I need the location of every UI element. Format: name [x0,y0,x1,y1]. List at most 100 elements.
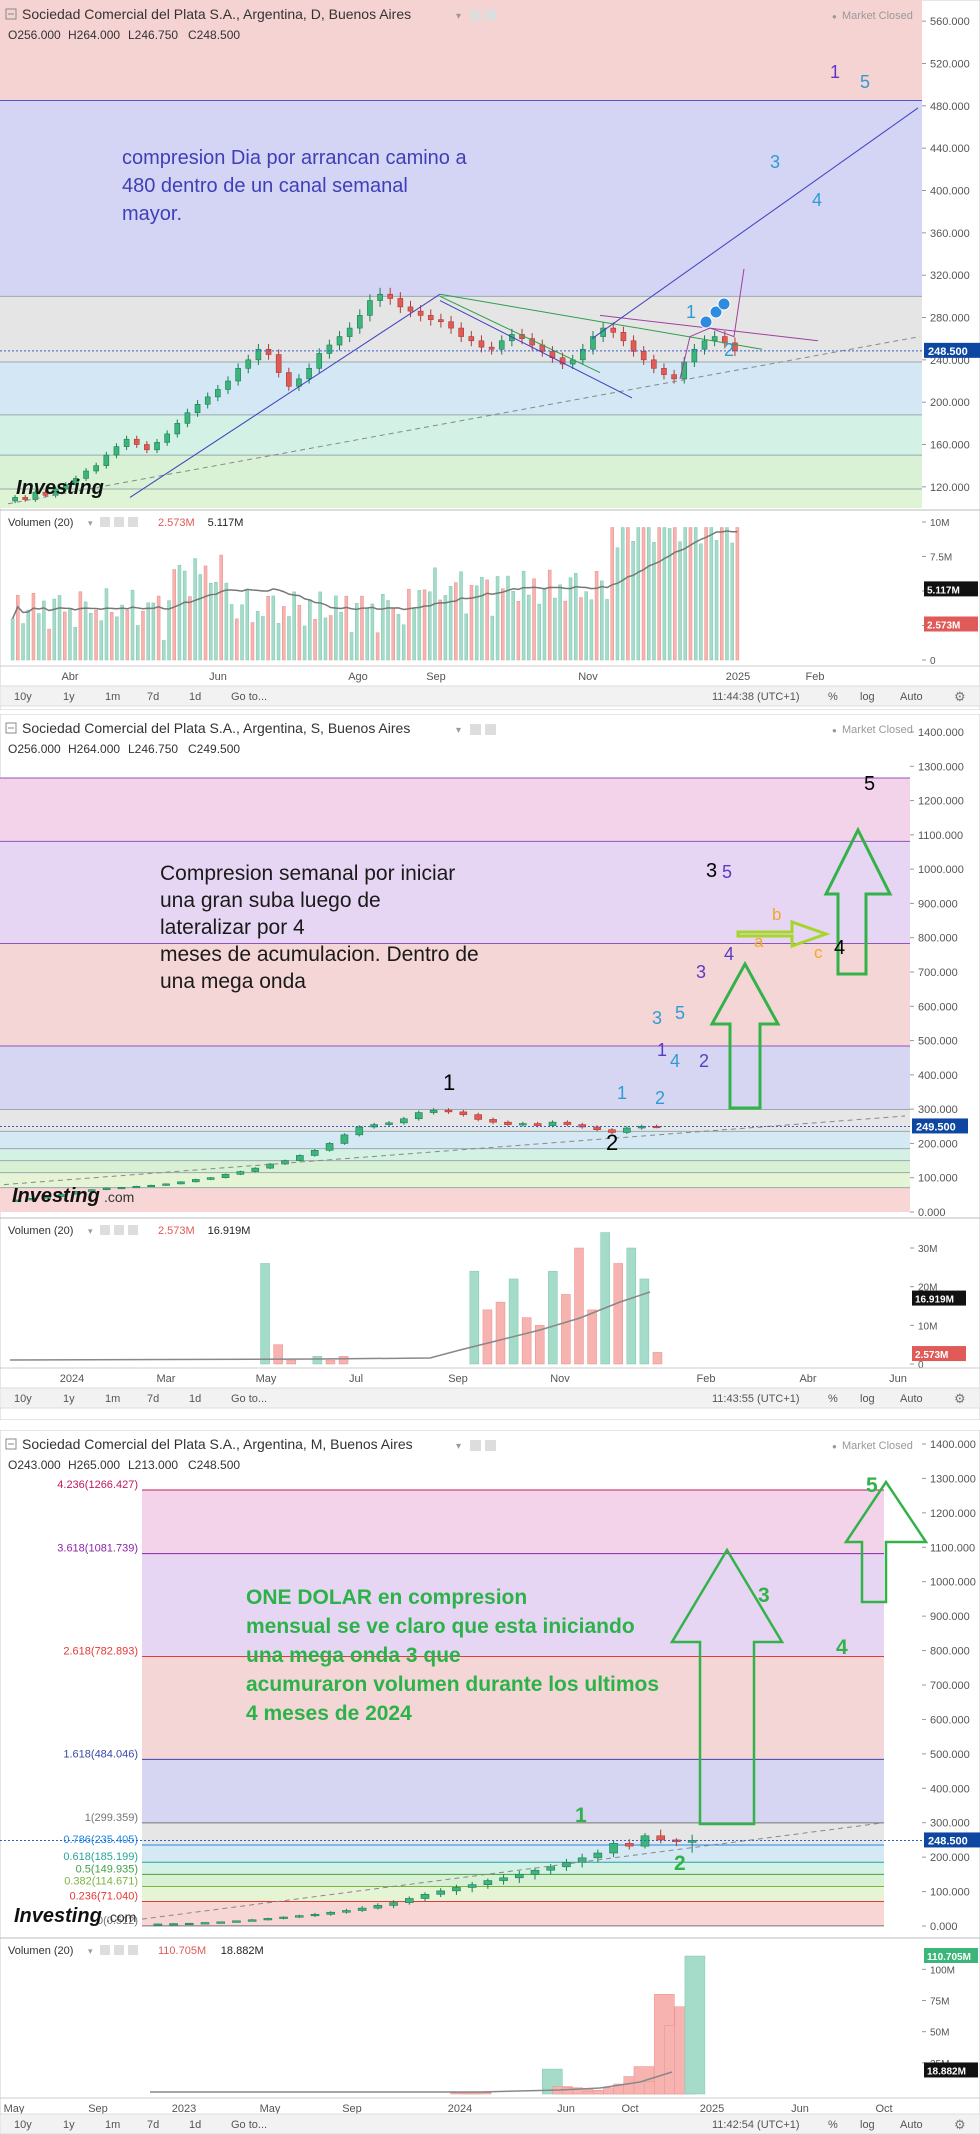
volume-tick-label: 75M [930,1997,949,2008]
percent-button[interactable]: % [828,691,838,703]
volume-bar [600,580,604,661]
footer-bar [0,1387,980,1409]
range-button-1d[interactable]: 1d [189,691,201,703]
event-marker-icon[interactable] [709,305,723,319]
chevron-down-icon[interactable]: ▾ [456,1441,461,1452]
volume-tag [924,2062,978,2078]
range-button-10y[interactable]: 10y [14,1393,32,1405]
candle [251,1167,260,1173]
support-trend-line [3,1115,906,1186]
settings-icon[interactable] [100,1225,110,1235]
volume-bar [375,632,380,661]
candle [58,1193,66,1197]
settings-icon[interactable] [470,724,482,735]
volume-bar [584,591,588,661]
chevron-down-icon[interactable]: ▾ [88,1946,93,1956]
lock-icon[interactable] [114,1225,124,1235]
close-icon[interactable] [128,517,138,527]
candle [123,435,130,450]
close-icon[interactable] [485,1440,497,1451]
time-stamp: 11:43:55 (UTC+1) [712,1393,800,1405]
volume-tick-label: 7.5M [930,553,952,564]
time-tick-label: Ago [348,671,368,683]
candle [326,339,333,359]
candle [385,1121,393,1127]
fib-band [0,1131,910,1149]
fib-band [0,414,922,456]
volume-bar [36,613,41,661]
candle [93,462,99,474]
range-button-1y[interactable]: 1y [63,1393,75,1405]
collapse-icon[interactable] [5,8,17,20]
lock-icon[interactable] [114,1945,124,1955]
range-button-1m[interactable]: 1m [105,1393,120,1405]
percent-button[interactable]: % [828,1393,838,1405]
range-button-10y[interactable]: 10y [14,2119,32,2131]
goto-button[interactable]: Go to... [231,2119,267,2131]
volume-value-1: 110.705M [158,1945,206,1957]
candle [420,1892,430,1902]
chart-title: Sociedad Comercial del Plata S.A., Argen… [22,6,411,22]
channel-line-mid [439,295,601,373]
range-button-10y[interactable]: 10y [14,691,32,703]
volume-bar [339,611,343,661]
range-button-1y[interactable]: 1y [63,2119,75,2131]
collapse-icon[interactable] [5,1438,17,1450]
event-marker-icon[interactable] [717,297,731,311]
gear-icon[interactable]: ⚙ [954,689,966,704]
chevron-down-icon[interactable]: ▾ [456,725,461,736]
settings-icon[interactable] [100,517,110,527]
gear-icon[interactable]: ⚙ [954,2117,966,2132]
time-tick-label: Nov [550,1373,570,1385]
event-marker-icon[interactable] [699,315,713,329]
settings-icon[interactable] [470,1440,482,1451]
wave-label: 2 [699,1051,709,1071]
percent-button[interactable]: % [828,2119,838,2131]
range-button-7d[interactable]: 7d [147,691,159,703]
range-button-1m[interactable]: 1m [105,691,120,703]
gear-icon[interactable]: ⚙ [954,1391,966,1406]
close-icon[interactable] [128,1225,138,1235]
settings-icon[interactable] [470,10,482,21]
time-tick-label: May [4,2103,25,2115]
chevron-down-icon[interactable]: ▾ [88,1226,93,1236]
candle [488,341,495,355]
goto-button[interactable]: Go to... [231,1393,267,1405]
log-button[interactable]: log [860,691,875,703]
range-button-7d[interactable]: 7d [147,1393,159,1405]
volume-tick-label: 50M [930,2028,949,2039]
log-button[interactable]: log [860,2119,875,2131]
lock-icon[interactable] [114,517,124,527]
time-tick-label: May [256,1373,277,1385]
settings-icon[interactable] [100,1945,110,1955]
up-arrow [709,960,781,1110]
goto-button[interactable]: Go to... [231,691,267,703]
chevron-down-icon[interactable]: ▾ [88,518,93,528]
close-icon[interactable] [485,10,497,21]
volume-bar [313,619,317,661]
candle [452,1884,461,1896]
price-tick-label: 400.000 [930,1783,970,1795]
monthly-chart: 4.236(1266.427) 3.618(1081.739) 2.618(782.… [0,1430,980,2134]
close-icon[interactable] [128,1945,138,1955]
close-icon[interactable] [485,724,497,735]
auto-button[interactable]: Auto [900,1393,923,1405]
range-button-1y[interactable]: 1y [63,691,75,703]
fib-band [0,1046,910,1110]
range-button-1d[interactable]: 1d [189,1393,201,1405]
auto-button[interactable]: Auto [900,691,923,703]
volume-label: Volumen (20) [8,1225,73,1237]
volume-bar [667,528,672,661]
range-button-7d[interactable]: 7d [147,2119,159,2131]
volume-bar [688,527,693,661]
price-tick-label: 360.000 [930,228,970,240]
range-button-1m[interactable]: 1m [105,2119,120,2131]
range-button-1d[interactable]: 1d [189,2119,201,2131]
auto-button[interactable]: Auto [900,2119,923,2131]
volume-bar [521,1317,532,1365]
chevron-down-icon[interactable]: ▾ [456,11,461,22]
price-tick-label: 1000.000 [918,864,964,876]
collapse-icon[interactable] [5,722,17,734]
log-button[interactable]: log [860,1393,875,1405]
candle [177,1181,185,1185]
